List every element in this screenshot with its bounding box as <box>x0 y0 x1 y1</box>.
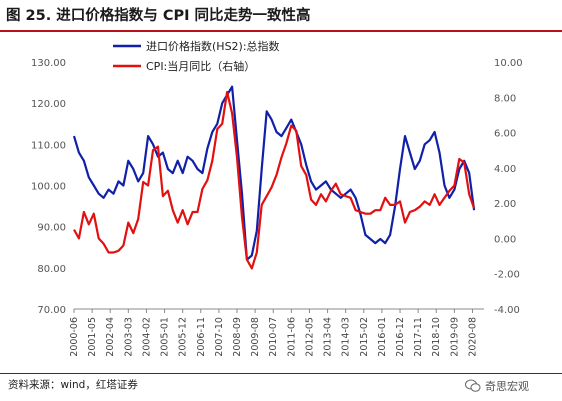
x-tick-label: 2012-05 <box>304 317 315 357</box>
y-right-tick-label: -2.00 <box>494 270 520 281</box>
wechat-icon <box>465 379 481 392</box>
chart-axes: 70.00 80.00 90.00 100.00 110.00 120.00 130.00 -… <box>31 58 523 357</box>
source-divider <box>0 373 562 374</box>
y-right-tick-label: 0.00 <box>494 234 516 245</box>
x-tick-label: 2001-05 <box>87 317 98 357</box>
y-left-tick-label: 100.00 <box>31 182 66 193</box>
y-left-tick-label: 80.00 <box>37 264 66 275</box>
chart-title: 图 25. 进口价格指数与 CPI 同比走势一致性高 <box>6 8 311 24</box>
x-tick-label: 2013-04 <box>323 317 334 357</box>
title-divider <box>0 30 562 32</box>
y-left-tick-label: 90.00 <box>37 223 66 234</box>
y-left-tick-label: 110.00 <box>31 140 66 151</box>
x-tick-label: 2019-09 <box>449 317 460 357</box>
source-note: 资料来源：wind，红塔证券 <box>8 379 138 391</box>
x-tick-label: 2016-01 <box>377 317 388 357</box>
series-cpi-line <box>73 90 476 270</box>
x-tick-label: 2020-08 <box>467 317 478 357</box>
watermark-text: 奇思宏观 <box>485 380 529 393</box>
series-import-price-line <box>72 85 476 261</box>
x-tick-label: 2004-02 <box>141 317 152 357</box>
x-tick-label: 2009-08 <box>250 317 261 357</box>
y-right-tick-label: 8.00 <box>494 93 516 104</box>
x-tick-label: 2010-07 <box>268 317 279 357</box>
y-right-tick-label: 10.00 <box>494 58 523 69</box>
y-right-tick-label: 6.00 <box>494 129 516 140</box>
x-tick-label: 2005-12 <box>178 317 189 357</box>
x-tick-label: 2008-09 <box>232 317 243 357</box>
x-tick-label: 2006-11 <box>196 317 207 357</box>
legend-label: CPI:当月同比（右轴） <box>146 59 255 73</box>
y-left-tick-label: 70.00 <box>37 305 66 316</box>
legend-label: 进口价格指数(HS2):总指数 <box>146 39 280 53</box>
x-tick-label: 2007-10 <box>214 317 225 357</box>
x-tick-label: 2005-01 <box>160 317 171 357</box>
x-tick-label: 2017-11 <box>413 317 424 357</box>
x-tick-label: 2018-10 <box>431 317 442 357</box>
y-left-tick-label: 130.00 <box>31 58 66 69</box>
y-right-tick-label: 4.00 <box>494 164 516 175</box>
x-tick-label: 2015-02 <box>359 317 370 357</box>
x-tick-label: 2014-03 <box>341 317 352 357</box>
x-tick-label: 2002-04 <box>105 317 116 357</box>
watermark: 奇思宏观 <box>465 377 529 395</box>
x-tick-label: 2011-06 <box>286 317 297 357</box>
chart-legend: 进口价格指数(HS2):总指数 CPI:当月同比（右轴） <box>113 39 280 73</box>
line-chart: 70.00 80.00 90.00 100.00 110.00 120.00 130.00 -… <box>31 39 523 357</box>
y-right-tick-label: -4.00 <box>494 305 520 316</box>
y-left-tick-label: 120.00 <box>31 99 66 110</box>
x-tick-label: 2000-06 <box>69 317 80 357</box>
x-tick-label: 2003-03 <box>123 317 134 357</box>
y-right-tick-label: 2.00 <box>494 199 516 210</box>
series-layer <box>72 85 476 270</box>
x-tick-label: 2016-12 <box>395 317 406 357</box>
